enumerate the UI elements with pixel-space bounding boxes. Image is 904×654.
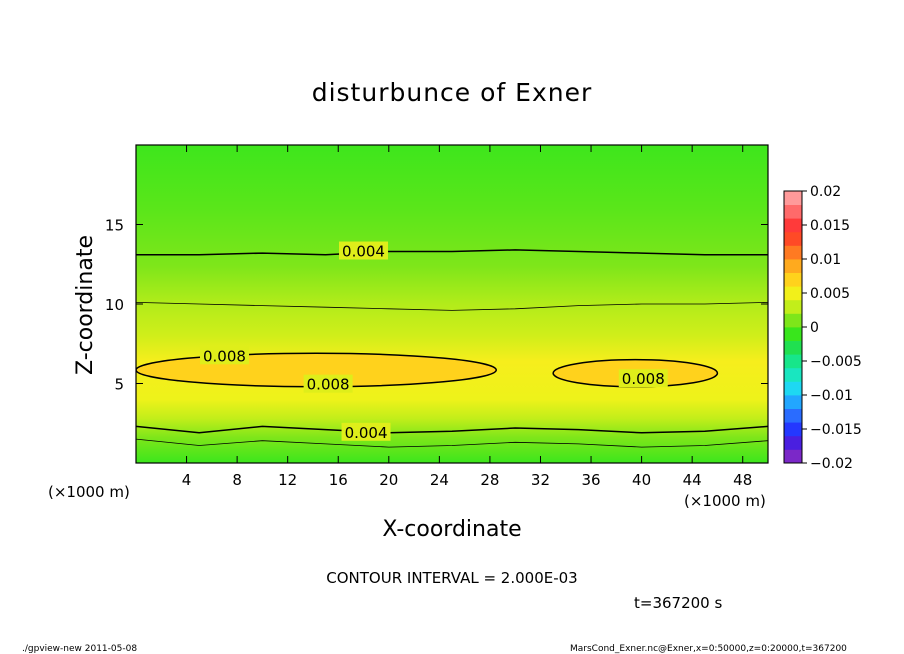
colorbar-swatch [784, 395, 802, 409]
x-tick-label: 8 [232, 471, 242, 489]
colorbar-swatch [784, 231, 802, 246]
x-tick-label: 48 [733, 471, 752, 489]
colorbar-swatch [784, 313, 802, 328]
contour-interval-text: CONTOUR INTERVAL = 2.000E-03 [326, 569, 577, 587]
colorbar-swatch [784, 218, 802, 233]
colorbar-tick-label: −0.005 [810, 354, 862, 370]
x-tick-label: 12 [278, 471, 297, 489]
colorbar: 0.02 0.015 0.01 0.005 0 −0.005 −0.01 −0.015 −0.0… [783, 184, 862, 472]
contour-line [136, 249, 768, 256]
colorbar-swatch [784, 245, 802, 260]
contour-line [136, 438, 768, 448]
y-axis-label: Z-coordinate [73, 235, 98, 375]
x-axis: 4 8 12 16 20 24 28 32 36 40 44 48 [182, 145, 752, 489]
contour-label: 0.008 [203, 347, 246, 365]
footer-left: ./gpview-new 2011-05-08 [22, 644, 137, 654]
colorbar-tick-label: −0.015 [810, 422, 862, 438]
colorbar-swatch [784, 367, 802, 382]
y-tick-label: 10 [105, 296, 124, 314]
colorbar-swatch [784, 408, 802, 423]
x-tick-label: 40 [632, 471, 651, 489]
colorbar-tick-label: −0.02 [810, 456, 853, 472]
contour-label-bg [341, 422, 391, 441]
x-axis-label: X-coordinate [382, 517, 521, 542]
x-tick-label: 4 [182, 471, 192, 489]
plot-area: 0.004 0.008 0.008 0.008 0.004 [135, 144, 769, 464]
x-tick-label: 24 [430, 471, 449, 489]
y-tick-label: 5 [114, 376, 124, 394]
x-unit-left: (×1000 m) [48, 483, 130, 501]
x-tick-label: 20 [379, 471, 398, 489]
y-axis: 5 10 15 [105, 217, 768, 394]
y-tick-label: 15 [105, 217, 124, 235]
colorbar-swatch [784, 354, 802, 369]
chart-title: disturbunce of Exner [312, 78, 593, 107]
colorbar-tick-label: 0.02 [810, 184, 841, 200]
footer-right: MarsCond_Exner.nc@Exner,x=0:50000,z=0:20… [570, 644, 847, 654]
colorbar-swatch [784, 259, 802, 273]
contour-layer: 0.004 0.008 0.008 0.008 0.004 [136, 241, 768, 448]
colorbar-tick-label: −0.01 [810, 388, 853, 404]
colorbar-swatch [784, 449, 802, 464]
contour-label-bg [199, 346, 249, 365]
x-tick-label: 28 [480, 471, 499, 489]
x-tick-label: 36 [581, 471, 600, 489]
x-tick-label: 44 [683, 471, 702, 489]
colorbar-swatch [784, 340, 802, 355]
colorbar-swatch [784, 435, 802, 450]
contour-line [136, 302, 768, 311]
contour-label: 0.008 [307, 376, 350, 394]
colorbar-tick-label: 0.01 [810, 252, 841, 268]
x-tick-label: 32 [531, 471, 550, 489]
colorbar-tick-label: 0 [810, 320, 819, 336]
x-tick-label: 16 [329, 471, 348, 489]
colorbar-swatch [784, 299, 802, 314]
contour-label-bg [339, 241, 389, 260]
contour-label: 0.008 [622, 370, 665, 388]
colorbar-swatch [784, 327, 802, 341]
contour-label-bg [303, 374, 353, 393]
colorbar-tick-label: 0.015 [810, 218, 850, 234]
colorbar-swatch [784, 381, 802, 396]
colorbar-tick-label: 0.005 [810, 286, 850, 302]
contour-label: 0.004 [342, 243, 385, 261]
contour-label-bg [618, 369, 668, 388]
colorbar-swatch [784, 204, 802, 219]
colorbar-swatch [784, 272, 802, 287]
colorbar-swatch [784, 422, 802, 437]
colorbar-swatch [784, 191, 802, 205]
x-unit-right: (×1000 m) [684, 492, 766, 510]
contour-line [136, 425, 768, 434]
time-label: t=367200 s [634, 594, 722, 612]
colorbar-swatch [784, 286, 802, 301]
contour-label: 0.004 [345, 424, 388, 442]
